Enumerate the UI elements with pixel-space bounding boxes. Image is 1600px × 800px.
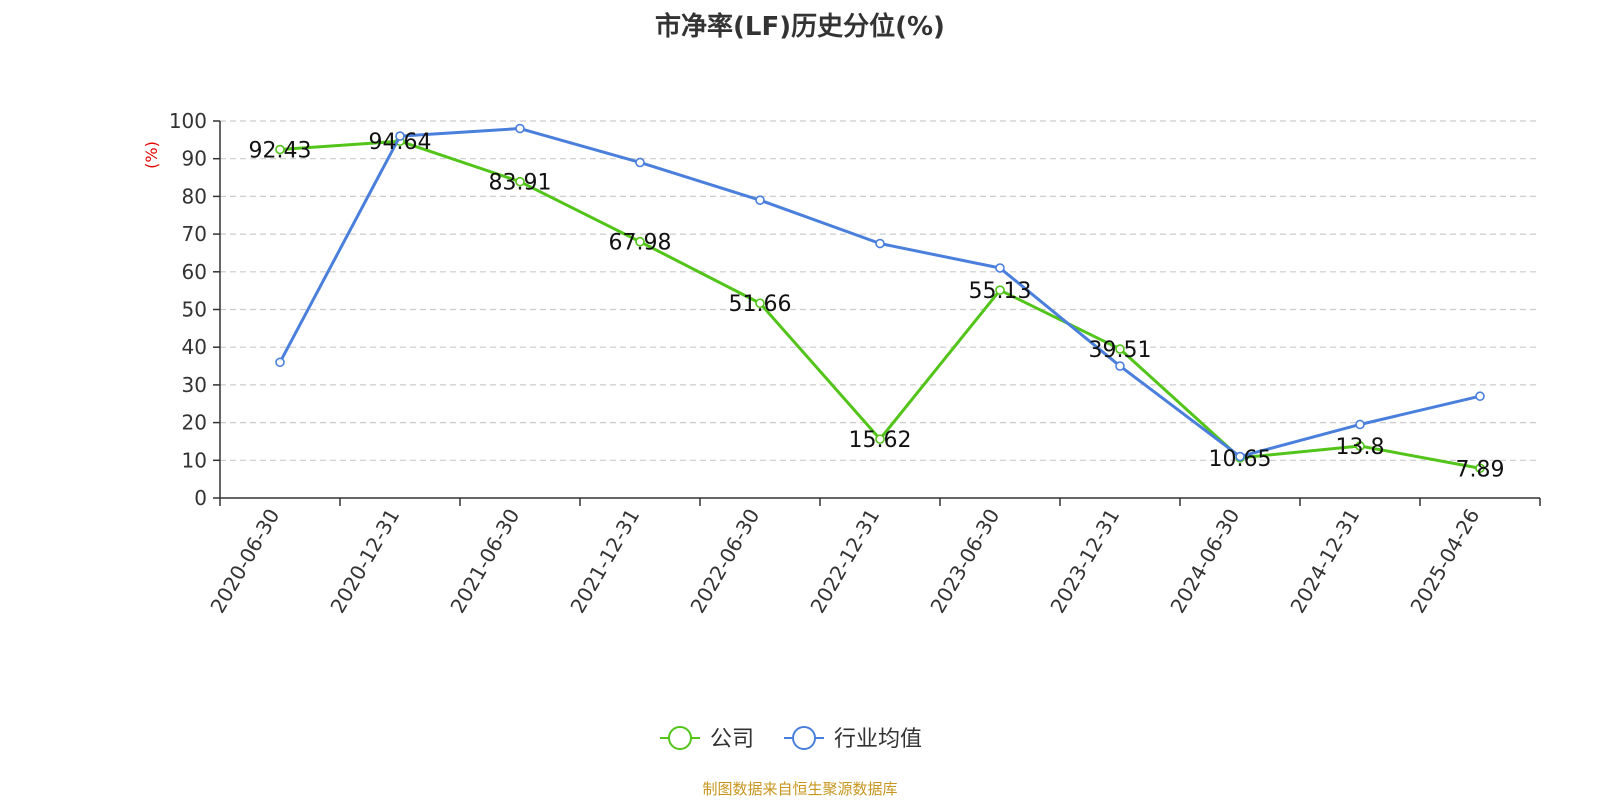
y-tick-label: 70: [182, 222, 207, 246]
series-2-point: [1115, 361, 1125, 371]
data-label: 10.65: [1209, 447, 1272, 472]
data-label: 92.43: [249, 139, 312, 164]
data-label: 15.62: [849, 428, 912, 453]
legend-label: 行业均值: [834, 727, 922, 752]
series-2-point: [875, 238, 885, 249]
series-2-point: [275, 357, 285, 368]
y-tick-label: 90: [182, 147, 207, 171]
data-label: 94.64: [369, 130, 432, 155]
series-1-point: [995, 285, 1005, 295]
x-tick-label: 2023-12-31: [1045, 505, 1124, 618]
data-label: 83.91: [489, 171, 552, 196]
legend: 公司 行业均值: [660, 726, 922, 752]
x-tick-label: 2022-12-31: [805, 505, 884, 618]
y-tick-label: 40: [182, 335, 207, 359]
data-label: 51.66: [729, 292, 792, 317]
series-lines: [275, 123, 1485, 474]
series-1-point: [635, 236, 645, 247]
x-tick-label: 2024-06-30: [1165, 505, 1244, 618]
series-1-point: [875, 434, 885, 444]
series-line-2: [278, 127, 1481, 459]
x-tick-label: 2023-06-30: [925, 505, 1004, 618]
legend-label: 公司: [710, 727, 754, 752]
series-2-point: [635, 157, 645, 168]
series-2-point: [755, 195, 765, 205]
y-tick-label: 10: [182, 448, 207, 472]
data-label: 7.89: [1456, 457, 1505, 482]
data-label: 67.98: [609, 231, 672, 256]
series-1-point: [755, 298, 765, 309]
series-line-1: [279, 139, 1481, 470]
x-tick-label: 2024-12-31: [1285, 505, 1364, 618]
chart-title: 市净率(LF)历史分位(%): [655, 12, 945, 42]
data-label: 13.8: [1336, 435, 1385, 460]
x-tick-label: 2020-06-30: [205, 505, 284, 618]
y-tick-label: 100: [169, 109, 207, 133]
series-2-point: [995, 263, 1005, 273]
y-tick-label: 20: [182, 411, 207, 435]
data-labels: 92.43 94.64 83.91 67.98 51.66 15.62 55.13 39.51…: [249, 130, 1505, 482]
series-2-point: [1475, 391, 1485, 402]
x-tick-label: 2020-12-31: [325, 505, 404, 618]
series-1-point: [1475, 463, 1485, 474]
data-source-note: 制图数据来自恒生聚源数据库: [702, 780, 898, 798]
y-tick-label: 0: [194, 486, 207, 510]
legend-marker: [668, 726, 692, 750]
y-tick-label: 80: [182, 184, 207, 208]
series-1-point: [1115, 344, 1125, 354]
series-2-point: [395, 131, 405, 141]
x-tick-label: 2022-06-30: [685, 505, 764, 618]
grid-lines: [220, 120, 1540, 461]
legend-marker: [792, 726, 817, 750]
y-tick-label: 60: [182, 260, 207, 284]
series-1-point: [515, 176, 525, 187]
series-1-point: [1355, 441, 1365, 451]
series-2-point: [1235, 451, 1245, 462]
data-label: 55.13: [969, 279, 1032, 304]
data-label: 39.51: [1089, 338, 1152, 363]
x-tick-label: 2025-04-26: [1405, 505, 1484, 618]
series-1-point: [275, 144, 285, 155]
x-tick-label: 2021-06-30: [445, 505, 524, 618]
series-2-point: [1355, 419, 1365, 430]
y-tick-label: 50: [182, 298, 207, 322]
y-axis-unit-label: (%): [142, 141, 161, 169]
x-tick-label: 2021-12-31: [565, 505, 644, 618]
series-2-point: [515, 123, 525, 134]
axes: 0 10 20 30 40 50 60 70 80 90 100 (%) 2020-06-30 2020-…: [142, 109, 1541, 618]
y-tick-label: 30: [182, 373, 207, 397]
